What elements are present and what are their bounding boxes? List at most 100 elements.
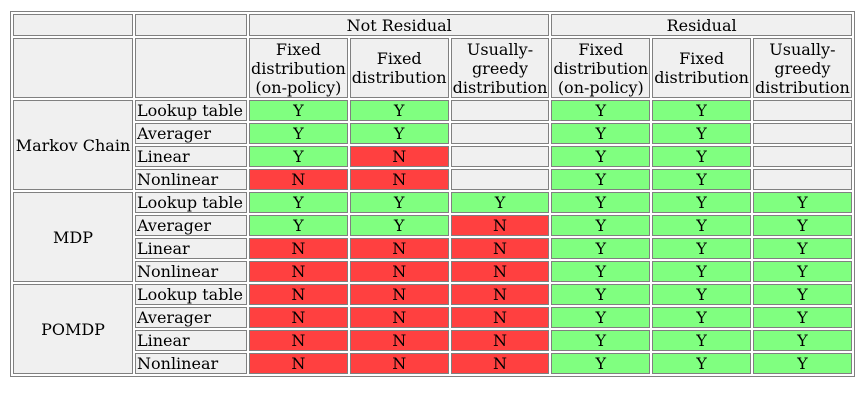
group-label: POMDP (13, 284, 133, 374)
table-row: MDP Lookup table Y Y Y Y Y Y (13, 192, 852, 282)
result-cell-yes: Y (551, 353, 651, 374)
result-cell-no: N (349, 330, 449, 351)
result-cell-yes: Y (752, 284, 852, 305)
result-cell-yes: Y (249, 192, 348, 213)
approximator-label: Averager (135, 123, 247, 144)
result-cell-yes: Y (652, 284, 751, 305)
subheader-line: distribution (251, 58, 346, 78)
result-cell-yes: Y (752, 215, 852, 236)
approximator-label: Averager (135, 215, 247, 236)
result-cell-yes: Y (752, 353, 852, 374)
result-cell-yes: Y (652, 261, 751, 282)
result-cell-empty (450, 123, 550, 144)
result-cell-empty (450, 100, 550, 121)
result-cell-yes: Y (752, 192, 852, 213)
subheader-line: greedy (774, 58, 831, 78)
table-row: Nonlinear N N Y Y (13, 169, 852, 190)
subheader-line: greedy (471, 58, 529, 78)
approximator-label: Linear (135, 330, 247, 351)
table-container: Not Residual Residual Fixed distribution(… (10, 11, 855, 377)
result-cell-no: N (249, 307, 348, 328)
result-cell-yes: Y (249, 100, 348, 121)
subheader-line: Fixed (376, 49, 422, 68)
result-cell-yes: Y (551, 238, 651, 259)
corner-cell-1 (13, 14, 133, 36)
subheader-line: (on-policy) (255, 77, 342, 97)
approximator-label: Lookup table (135, 192, 247, 213)
result-cell-yes: Y (652, 192, 751, 213)
table-row: Nonlinear N N N Y Y Y (13, 353, 852, 374)
table-row: Averager N N N Y Y Y (13, 307, 852, 328)
result-cell-no: N (249, 284, 348, 305)
result-cell-no: N (349, 146, 449, 167)
result-cell-no: N (349, 238, 449, 259)
header-row-sub: Fixed distribution (on-policy) Fixed distrib… (13, 38, 852, 98)
result-cell-yes: Y (349, 215, 449, 236)
header-row-top: Not Residual Residual (13, 14, 852, 36)
table-row: Linear N N N Y Y Y (13, 330, 852, 351)
corner-cell-4 (135, 38, 247, 98)
result-cell-no: N (349, 261, 449, 282)
subheader-line: distribution (351, 68, 447, 87)
table-row: Averager Y Y N Y Y Y (13, 215, 852, 236)
result-cell-yes: Y (551, 215, 651, 236)
subheader-4: Fixed distribution (652, 38, 751, 98)
corner-cell-3 (13, 38, 133, 98)
subheader-line: (on-policy) (557, 77, 644, 97)
result-cell-yes: Y (652, 330, 751, 351)
result-cell-empty (752, 169, 852, 190)
result-cell-yes: Y (349, 123, 449, 144)
approximator-label: Nonlinear (135, 169, 247, 190)
result-cell-empty (450, 169, 550, 190)
subheader-3: Fixed distribution (on-policy) (551, 38, 651, 98)
result-cell-no: N (450, 307, 550, 328)
result-cell-yes: Y (752, 261, 852, 282)
corner-cell-2 (135, 14, 247, 36)
result-cell-no: N (249, 261, 348, 282)
subheader-1: Fixed distribution (349, 38, 449, 98)
subheader-line: Fixed (275, 39, 321, 59)
result-cell-yes: Y (652, 100, 751, 121)
subheader-2: Usually-greedy distribution (450, 38, 550, 98)
header-not-residual: Not Residual (249, 14, 550, 36)
subheader-line: Usually- (466, 39, 534, 59)
subheader-0: Fixed distribution (on-policy) (249, 38, 348, 98)
result-cell-yes: Y (551, 261, 651, 282)
result-cell-yes: Y (652, 238, 751, 259)
result-cell-yes: Y (652, 169, 751, 190)
result-cell-no: N (349, 169, 449, 190)
result-cell-no: N (450, 353, 550, 374)
group-label: Markov Chain (13, 100, 133, 190)
approximator-label: Lookup table (135, 100, 247, 121)
approximator-label: Linear (135, 238, 247, 259)
result-cell-empty (752, 123, 852, 144)
subheader-5: Usually-greedy distribution (752, 38, 852, 98)
result-cell-no: N (249, 353, 348, 374)
result-cell-yes: Y (652, 146, 751, 167)
result-cell-empty (752, 146, 852, 167)
result-cell-yes: Y (551, 307, 651, 328)
group-label: MDP (13, 192, 133, 282)
result-cell-yes: Y (450, 192, 550, 213)
result-cell-no: N (249, 238, 348, 259)
result-cell-no: N (450, 261, 550, 282)
result-cell-yes: Y (551, 169, 651, 190)
result-cell-yes: Y (551, 146, 651, 167)
subheader-line: distribution (754, 77, 850, 97)
table-row: Averager Y Y Y Y (13, 123, 852, 144)
result-cell-empty (450, 146, 550, 167)
result-cell-yes: Y (551, 284, 651, 305)
result-cell-yes: Y (551, 192, 651, 213)
result-cell-no: N (349, 307, 449, 328)
result-cell-no: N (249, 169, 348, 190)
result-cell-no: N (249, 330, 348, 351)
result-cell-yes: Y (652, 123, 751, 144)
result-cell-no: N (450, 284, 550, 305)
result-cell-yes: Y (752, 238, 852, 259)
result-cell-yes: Y (249, 215, 348, 236)
result-cell-yes: Y (551, 100, 651, 121)
result-cell-yes: Y (249, 146, 348, 167)
table-row: Linear Y N Y Y (13, 146, 852, 167)
approximator-label: Linear (135, 146, 247, 167)
result-cell-yes: Y (349, 100, 449, 121)
